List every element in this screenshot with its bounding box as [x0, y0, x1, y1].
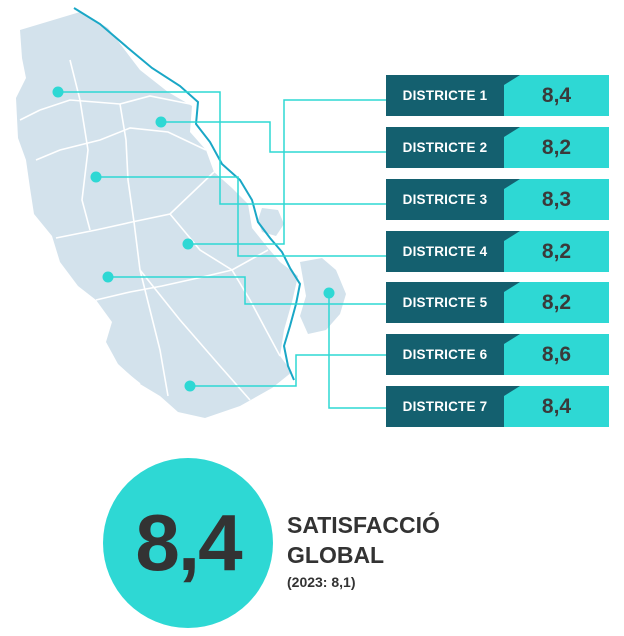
- global-score-title: SATISFACCIÓ GLOBAL: [287, 510, 487, 570]
- district-label: DISTRICTE 5: [386, 282, 504, 323]
- district-7-marker: [323, 287, 335, 299]
- district-row-2: DISTRICTE 2 8,2: [386, 127, 609, 168]
- district-label: DISTRICTE 2: [386, 127, 504, 168]
- district-score: 8,2: [504, 231, 609, 272]
- district-score: 8,2: [504, 127, 609, 168]
- district-label: DISTRICTE 7: [386, 386, 504, 427]
- leader-lines: [58, 91, 386, 409]
- district-6-marker: [184, 380, 196, 392]
- river: [73, 7, 302, 381]
- district-boundaries: [19, 59, 281, 401]
- district-row-3: DISTRICTE 3 8,3: [386, 179, 609, 220]
- district-score: 8,4: [504, 75, 609, 116]
- global-title-line2: GLOBAL: [287, 542, 385, 568]
- district-score: 8,3: [504, 179, 609, 220]
- district-4-marker: [182, 238, 194, 250]
- islet: [258, 208, 284, 236]
- global-title-line1: SATISFACCIÓ: [287, 512, 440, 538]
- district-row-7: DISTRICTE 7 8,4: [386, 386, 609, 427]
- district-label: DISTRICTE 6: [386, 334, 504, 375]
- previous-year-score: (2023: 8,1): [287, 574, 356, 590]
- district-row-4: DISTRICTE 4 8,2: [386, 231, 609, 272]
- district-2-marker: [155, 116, 167, 128]
- district-map: [16, 7, 386, 418]
- district-row-5: DISTRICTE 5 8,2: [386, 282, 609, 323]
- district-score: 8,4: [504, 386, 609, 427]
- district-label: DISTRICTE 1: [386, 75, 504, 116]
- global-score-value: 8,4: [135, 498, 242, 587]
- district-5-marker: [102, 271, 114, 283]
- global-score-circle: 8,4: [103, 458, 273, 628]
- district-label: DISTRICTE 3: [386, 179, 504, 220]
- district-3-marker: [90, 171, 102, 183]
- district-score: 8,2: [504, 282, 609, 323]
- district-score: 8,6: [504, 334, 609, 375]
- district-1-marker: [52, 86, 64, 98]
- city-outline: [16, 12, 298, 418]
- district-row-1: DISTRICTE 1 8,4: [386, 75, 609, 116]
- district-label: DISTRICTE 4: [386, 231, 504, 272]
- district-row-6: DISTRICTE 6 8,6: [386, 334, 609, 375]
- port-area: [300, 258, 346, 334]
